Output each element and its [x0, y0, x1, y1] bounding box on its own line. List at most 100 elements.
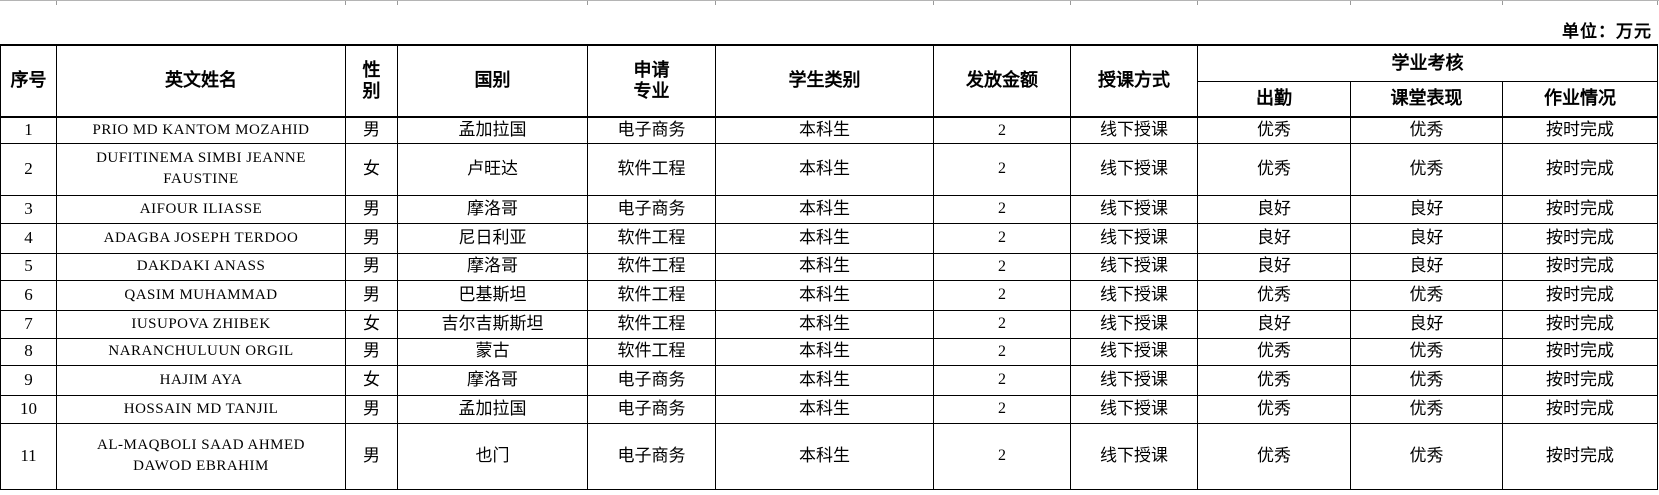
- cell-amount[interactable]: 2: [933, 422, 1071, 490]
- cell-performance[interactable]: 良好: [1350, 194, 1503, 224]
- cell-attendance[interactable]: 优秀: [1197, 116, 1351, 144]
- cell-homework[interactable]: 按时完成: [1501, 279, 1659, 311]
- cell-amount[interactable]: 2: [933, 142, 1071, 196]
- cell-category[interactable]: 本科生: [715, 279, 934, 311]
- header-performance[interactable]: 课堂表现: [1350, 80, 1503, 118]
- cell-homework[interactable]: 按时完成: [1501, 222, 1659, 254]
- cell-homework[interactable]: 按时完成: [1501, 194, 1659, 224]
- cell-performance[interactable]: 良好: [1350, 222, 1503, 254]
- cell-name[interactable]: PRIO MD KANTOM MOZAHID: [56, 116, 346, 144]
- cell-mode[interactable]: 线下授课: [1070, 364, 1198, 396]
- cell-performance[interactable]: 优秀: [1350, 337, 1503, 366]
- cell-homework[interactable]: 按时完成: [1501, 337, 1659, 366]
- header-assessment-group[interactable]: 学业考核: [1196, 44, 1659, 82]
- cell-no[interactable]: 9: [0, 364, 57, 396]
- cell-country[interactable]: 摩洛哥: [397, 194, 588, 224]
- cell-mode[interactable]: 线下授课: [1070, 309, 1198, 339]
- cell-gender[interactable]: 女: [345, 142, 398, 196]
- cell-country[interactable]: 也门: [397, 422, 588, 490]
- cell-amount[interactable]: 2: [933, 222, 1071, 254]
- cell-gender[interactable]: 男: [345, 279, 398, 311]
- cell-no[interactable]: 1: [0, 116, 57, 144]
- cell-major[interactable]: 软件工程: [587, 279, 716, 311]
- cell-name[interactable]: NARANCHULUUN ORGIL: [56, 337, 346, 366]
- cell-name[interactable]: AIFOUR ILIASSE: [56, 194, 346, 224]
- cell-gender[interactable]: 女: [345, 309, 398, 339]
- cell-country[interactable]: 卢旺达: [397, 142, 588, 196]
- cell-major[interactable]: 电子商务: [587, 194, 716, 224]
- cell-major[interactable]: 电子商务: [587, 116, 716, 144]
- cell-attendance[interactable]: 良好: [1197, 222, 1351, 254]
- cell-no[interactable]: 2: [0, 142, 57, 196]
- cell-gender[interactable]: 女: [345, 364, 398, 396]
- header-category[interactable]: 学生类别: [715, 44, 934, 118]
- cell-gender[interactable]: 男: [345, 116, 398, 144]
- cell-homework[interactable]: 按时完成: [1501, 142, 1659, 196]
- cell-attendance[interactable]: 优秀: [1197, 337, 1351, 366]
- cell-performance[interactable]: 优秀: [1350, 364, 1503, 396]
- cell-no[interactable]: 3: [0, 194, 57, 224]
- cell-category[interactable]: 本科生: [715, 364, 934, 396]
- cell-homework[interactable]: 按时完成: [1501, 252, 1659, 281]
- cell-country[interactable]: 摩洛哥: [397, 364, 588, 396]
- cell-attendance[interactable]: 优秀: [1197, 364, 1351, 396]
- cell-major[interactable]: 电子商务: [587, 422, 716, 490]
- header-mode[interactable]: 授课方式: [1070, 44, 1198, 118]
- cell-name[interactable]: QASIM MUHAMMAD: [56, 279, 346, 311]
- cell-performance[interactable]: 优秀: [1350, 422, 1503, 490]
- cell-category[interactable]: 本科生: [715, 337, 934, 366]
- cell-no[interactable]: 7: [0, 309, 57, 339]
- header-attendance[interactable]: 出勤: [1197, 80, 1351, 118]
- cell-name[interactable]: HOSSAIN MD TANJIL: [56, 394, 346, 424]
- cell-category[interactable]: 本科生: [715, 222, 934, 254]
- cell-name[interactable]: HAJIM AYA: [56, 364, 346, 396]
- cell-homework[interactable]: 按时完成: [1501, 309, 1659, 339]
- cell-country[interactable]: 吉尔吉斯斯坦: [397, 309, 588, 339]
- cell-mode[interactable]: 线下授课: [1070, 279, 1198, 311]
- cell-performance[interactable]: 良好: [1350, 252, 1503, 281]
- cell-attendance[interactable]: 优秀: [1197, 142, 1351, 196]
- cell-major[interactable]: 软件工程: [587, 222, 716, 254]
- header-major[interactable]: 申请 专业: [587, 44, 716, 118]
- cell-gender[interactable]: 男: [345, 252, 398, 281]
- cell-category[interactable]: 本科生: [715, 422, 934, 490]
- header-country[interactable]: 国别: [397, 44, 588, 118]
- cell-amount[interactable]: 2: [933, 116, 1071, 144]
- cell-attendance[interactable]: 良好: [1197, 194, 1351, 224]
- cell-performance[interactable]: 优秀: [1350, 116, 1503, 144]
- cell-country[interactable]: 孟加拉国: [397, 394, 588, 424]
- cell-category[interactable]: 本科生: [715, 309, 934, 339]
- cell-name[interactable]: IUSUPOVA ZHIBEK: [56, 309, 346, 339]
- cell-no[interactable]: 6: [0, 279, 57, 311]
- header-amount[interactable]: 发放金额: [933, 44, 1071, 118]
- cell-country[interactable]: 孟加拉国: [397, 116, 588, 144]
- cell-gender[interactable]: 男: [345, 194, 398, 224]
- cell-homework[interactable]: 按时完成: [1501, 394, 1659, 424]
- cell-country[interactable]: 摩洛哥: [397, 252, 588, 281]
- cell-homework[interactable]: 按时完成: [1501, 116, 1659, 144]
- cell-homework[interactable]: 按时完成: [1501, 364, 1659, 396]
- cell-mode[interactable]: 线下授课: [1070, 422, 1198, 490]
- cell-amount[interactable]: 2: [933, 364, 1071, 396]
- cell-major[interactable]: 软件工程: [587, 309, 716, 339]
- cell-mode[interactable]: 线下授课: [1070, 252, 1198, 281]
- cell-category[interactable]: 本科生: [715, 252, 934, 281]
- cell-major[interactable]: 软件工程: [587, 252, 716, 281]
- header-homework[interactable]: 作业情况: [1501, 80, 1659, 118]
- cell-category[interactable]: 本科生: [715, 142, 934, 196]
- cell-mode[interactable]: 线下授课: [1070, 142, 1198, 196]
- cell-country[interactable]: 巴基斯坦: [397, 279, 588, 311]
- cell-mode[interactable]: 线下授课: [1070, 394, 1198, 424]
- cell-performance[interactable]: 优秀: [1350, 279, 1503, 311]
- cell-homework[interactable]: 按时完成: [1501, 422, 1659, 490]
- cell-mode[interactable]: 线下授课: [1070, 116, 1198, 144]
- cell-no[interactable]: 8: [0, 337, 57, 366]
- cell-performance[interactable]: 良好: [1350, 309, 1503, 339]
- cell-major[interactable]: 软件工程: [587, 337, 716, 366]
- cell-attendance[interactable]: 优秀: [1197, 394, 1351, 424]
- cell-name[interactable]: AL-MAQBOLI SAAD AHMED DAWOD EBRAHIM: [56, 422, 346, 490]
- cell-amount[interactable]: 2: [933, 337, 1071, 366]
- cell-country[interactable]: 尼日利亚: [397, 222, 588, 254]
- cell-attendance[interactable]: 良好: [1197, 252, 1351, 281]
- cell-no[interactable]: 11: [0, 422, 57, 490]
